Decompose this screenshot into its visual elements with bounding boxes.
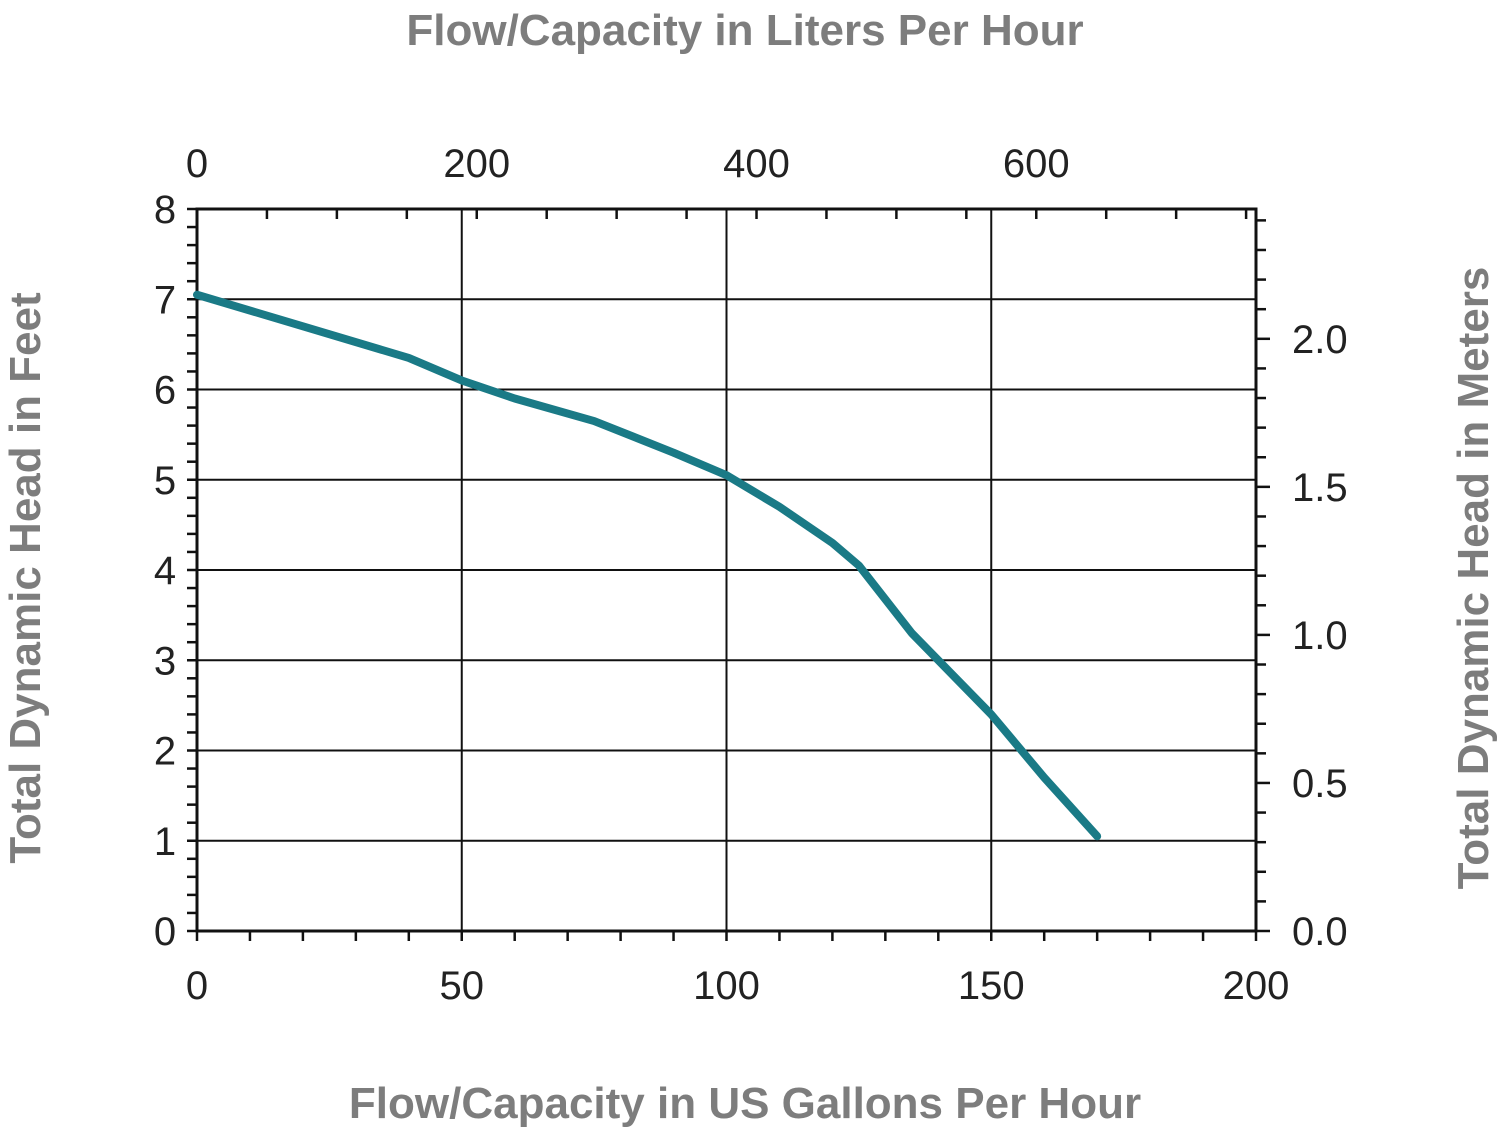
y2-axis-title: Total Dynamic Head in Meters [1449, 267, 1498, 890]
y-tick-label: 3 [154, 639, 176, 683]
x-tick-label: 200 [1223, 964, 1290, 1008]
y2-tick-label: 1.0 [1292, 614, 1348, 658]
y2-tick-label: 2.0 [1292, 318, 1348, 362]
y-tick-label: 0 [154, 910, 176, 954]
y-tick-label: 4 [154, 549, 176, 593]
y2-tick-label: 0.5 [1292, 762, 1348, 806]
x2-axis-title: Flow/Capacity in Liters Per Hour [406, 6, 1083, 55]
y-tick-label: 1 [154, 820, 176, 864]
x-tick-label: 0 [186, 964, 208, 1008]
y-axis-title: Total Dynamic Head in Feet [1, 292, 50, 864]
x2-tick-label: 200 [443, 142, 510, 186]
y-tick-label: 2 [154, 730, 176, 774]
x2-tick-label: 400 [723, 142, 790, 186]
series-line [193, 290, 1102, 841]
y2-tick-label: 0.0 [1292, 910, 1348, 954]
minor-ticks [187, 207, 1270, 941]
x2-tick-label: 600 [1003, 142, 1070, 186]
y-tick-label: 6 [154, 369, 176, 413]
x2-tick-label: 0 [186, 142, 208, 186]
x-tick-label: 50 [440, 964, 485, 1008]
y-tick-label: 5 [154, 459, 176, 503]
x-tick-label: 100 [693, 964, 760, 1008]
x-axis-title: Flow/Capacity in US Gallons Per Hour [349, 1079, 1141, 1128]
grid-lines [197, 209, 1256, 931]
plot-frame [195, 207, 1258, 933]
y-tick-label: 8 [154, 188, 176, 232]
y-tick-label: 7 [154, 278, 176, 322]
y2-tick-label: 1.5 [1292, 466, 1348, 510]
x-tick-label: 150 [958, 964, 1025, 1008]
series-layer [193, 290, 1102, 841]
